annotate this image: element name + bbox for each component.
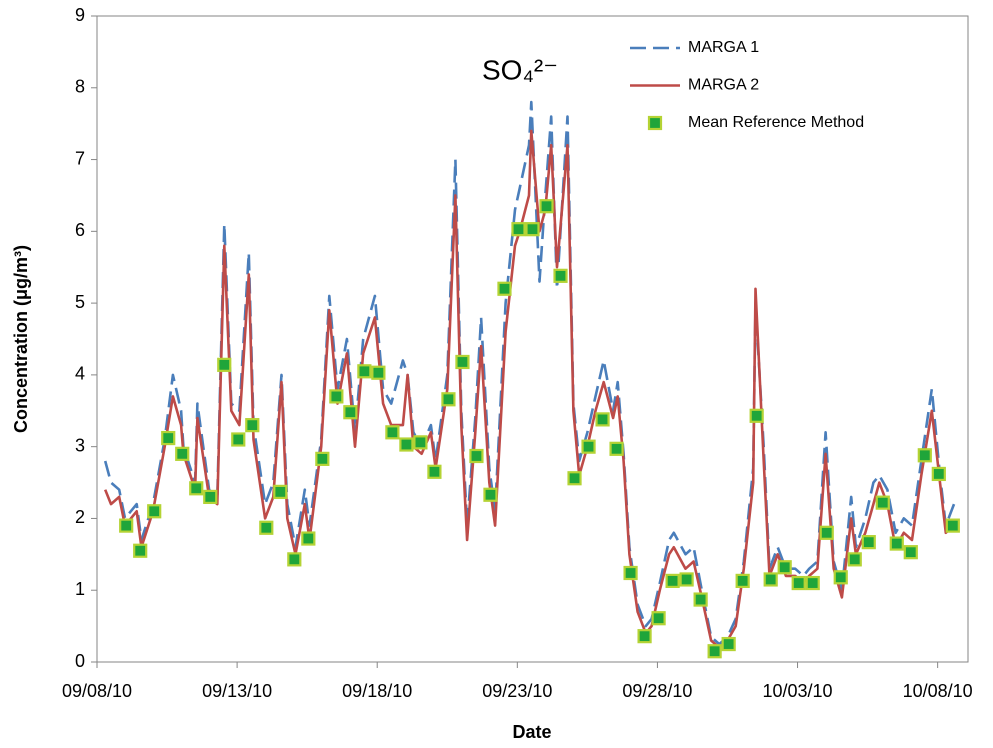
chart-title: SO₄²⁻ bbox=[482, 54, 558, 85]
data-point bbox=[721, 636, 736, 652]
data-point bbox=[819, 525, 834, 540]
data-point bbox=[119, 518, 134, 533]
x-tick-label: 10/03/10 bbox=[762, 681, 832, 701]
x-tick-label: 09/13/10 bbox=[202, 681, 272, 701]
y-tick-label: 3 bbox=[75, 435, 85, 455]
data-point bbox=[763, 572, 778, 587]
data-point bbox=[371, 365, 386, 380]
data-point bbox=[609, 441, 624, 456]
data-point bbox=[567, 471, 582, 486]
data-point bbox=[903, 545, 918, 560]
data-point bbox=[693, 592, 708, 607]
plot-frame bbox=[96, 15, 969, 663]
legend-label: MARGA 1 bbox=[688, 39, 759, 56]
x-tick-label: 10/08/10 bbox=[903, 681, 973, 701]
data-point bbox=[931, 466, 946, 482]
data-point bbox=[595, 412, 610, 427]
data-point bbox=[315, 451, 330, 466]
legend-marker bbox=[647, 115, 663, 131]
data-point bbox=[665, 573, 680, 588]
data-point bbox=[945, 518, 960, 533]
data-point bbox=[469, 448, 484, 464]
x-tick-label: 09/28/10 bbox=[622, 681, 692, 701]
series-line bbox=[103, 129, 955, 649]
y-tick-label: 8 bbox=[75, 77, 85, 97]
x-tick-label: 09/23/10 bbox=[482, 681, 552, 701]
data-point bbox=[483, 487, 498, 502]
data-point bbox=[679, 572, 694, 587]
data-point bbox=[525, 222, 540, 237]
y-tick-label: 9 bbox=[75, 5, 85, 25]
data-point bbox=[301, 531, 316, 546]
data-point bbox=[833, 570, 848, 585]
data-point bbox=[175, 446, 190, 461]
data-point bbox=[231, 432, 246, 447]
y-tick-label: 2 bbox=[75, 507, 85, 527]
y-tick-label: 1 bbox=[75, 579, 85, 599]
data-point bbox=[189, 481, 204, 496]
data-point bbox=[413, 435, 428, 450]
data-point bbox=[273, 484, 288, 499]
data-point bbox=[259, 520, 274, 535]
data-point bbox=[287, 552, 302, 567]
data-point bbox=[497, 281, 512, 296]
data-point bbox=[455, 354, 470, 370]
legend-label: Mean Reference Method bbox=[688, 114, 864, 131]
data-point bbox=[133, 543, 148, 558]
data-point bbox=[161, 430, 176, 446]
data-point bbox=[735, 573, 750, 588]
data-point bbox=[539, 199, 554, 214]
data-point bbox=[847, 552, 862, 567]
data-point bbox=[917, 448, 932, 463]
y-tick-label: 6 bbox=[75, 220, 85, 240]
data-point bbox=[875, 495, 890, 510]
data-point bbox=[637, 629, 652, 644]
data-point bbox=[623, 565, 638, 581]
data-point bbox=[399, 437, 414, 452]
y-tick-label: 4 bbox=[75, 364, 85, 384]
data-point bbox=[329, 389, 344, 404]
x-tick-label: 09/08/10 bbox=[62, 681, 132, 701]
legend-label: MARGA 2 bbox=[688, 77, 759, 94]
data-point bbox=[553, 268, 568, 283]
data-point bbox=[707, 644, 722, 659]
y-tick-label: 0 bbox=[75, 651, 85, 671]
data-point bbox=[385, 425, 400, 440]
data-point bbox=[861, 535, 876, 550]
data-point bbox=[245, 418, 260, 433]
data-point bbox=[805, 575, 820, 591]
data-point bbox=[777, 560, 792, 575]
data-point bbox=[147, 504, 162, 519]
data-point bbox=[343, 405, 358, 420]
x-axis-title: Date bbox=[512, 722, 551, 742]
data-point bbox=[651, 611, 666, 626]
data-point bbox=[581, 439, 596, 454]
data-point bbox=[427, 464, 442, 479]
data-point bbox=[441, 392, 456, 407]
data-point bbox=[749, 408, 764, 423]
data-point bbox=[357, 364, 372, 379]
x-tick-label: 09/18/10 bbox=[342, 681, 412, 701]
data-point bbox=[511, 222, 526, 237]
y-tick-label: 7 bbox=[75, 148, 85, 168]
data-point bbox=[889, 536, 904, 551]
y-axis-title: Concentration (μg/m³) bbox=[11, 245, 31, 433]
data-point bbox=[791, 575, 806, 591]
y-tick-label: 5 bbox=[75, 292, 85, 312]
data-point bbox=[217, 357, 232, 372]
data-point bbox=[203, 489, 218, 505]
